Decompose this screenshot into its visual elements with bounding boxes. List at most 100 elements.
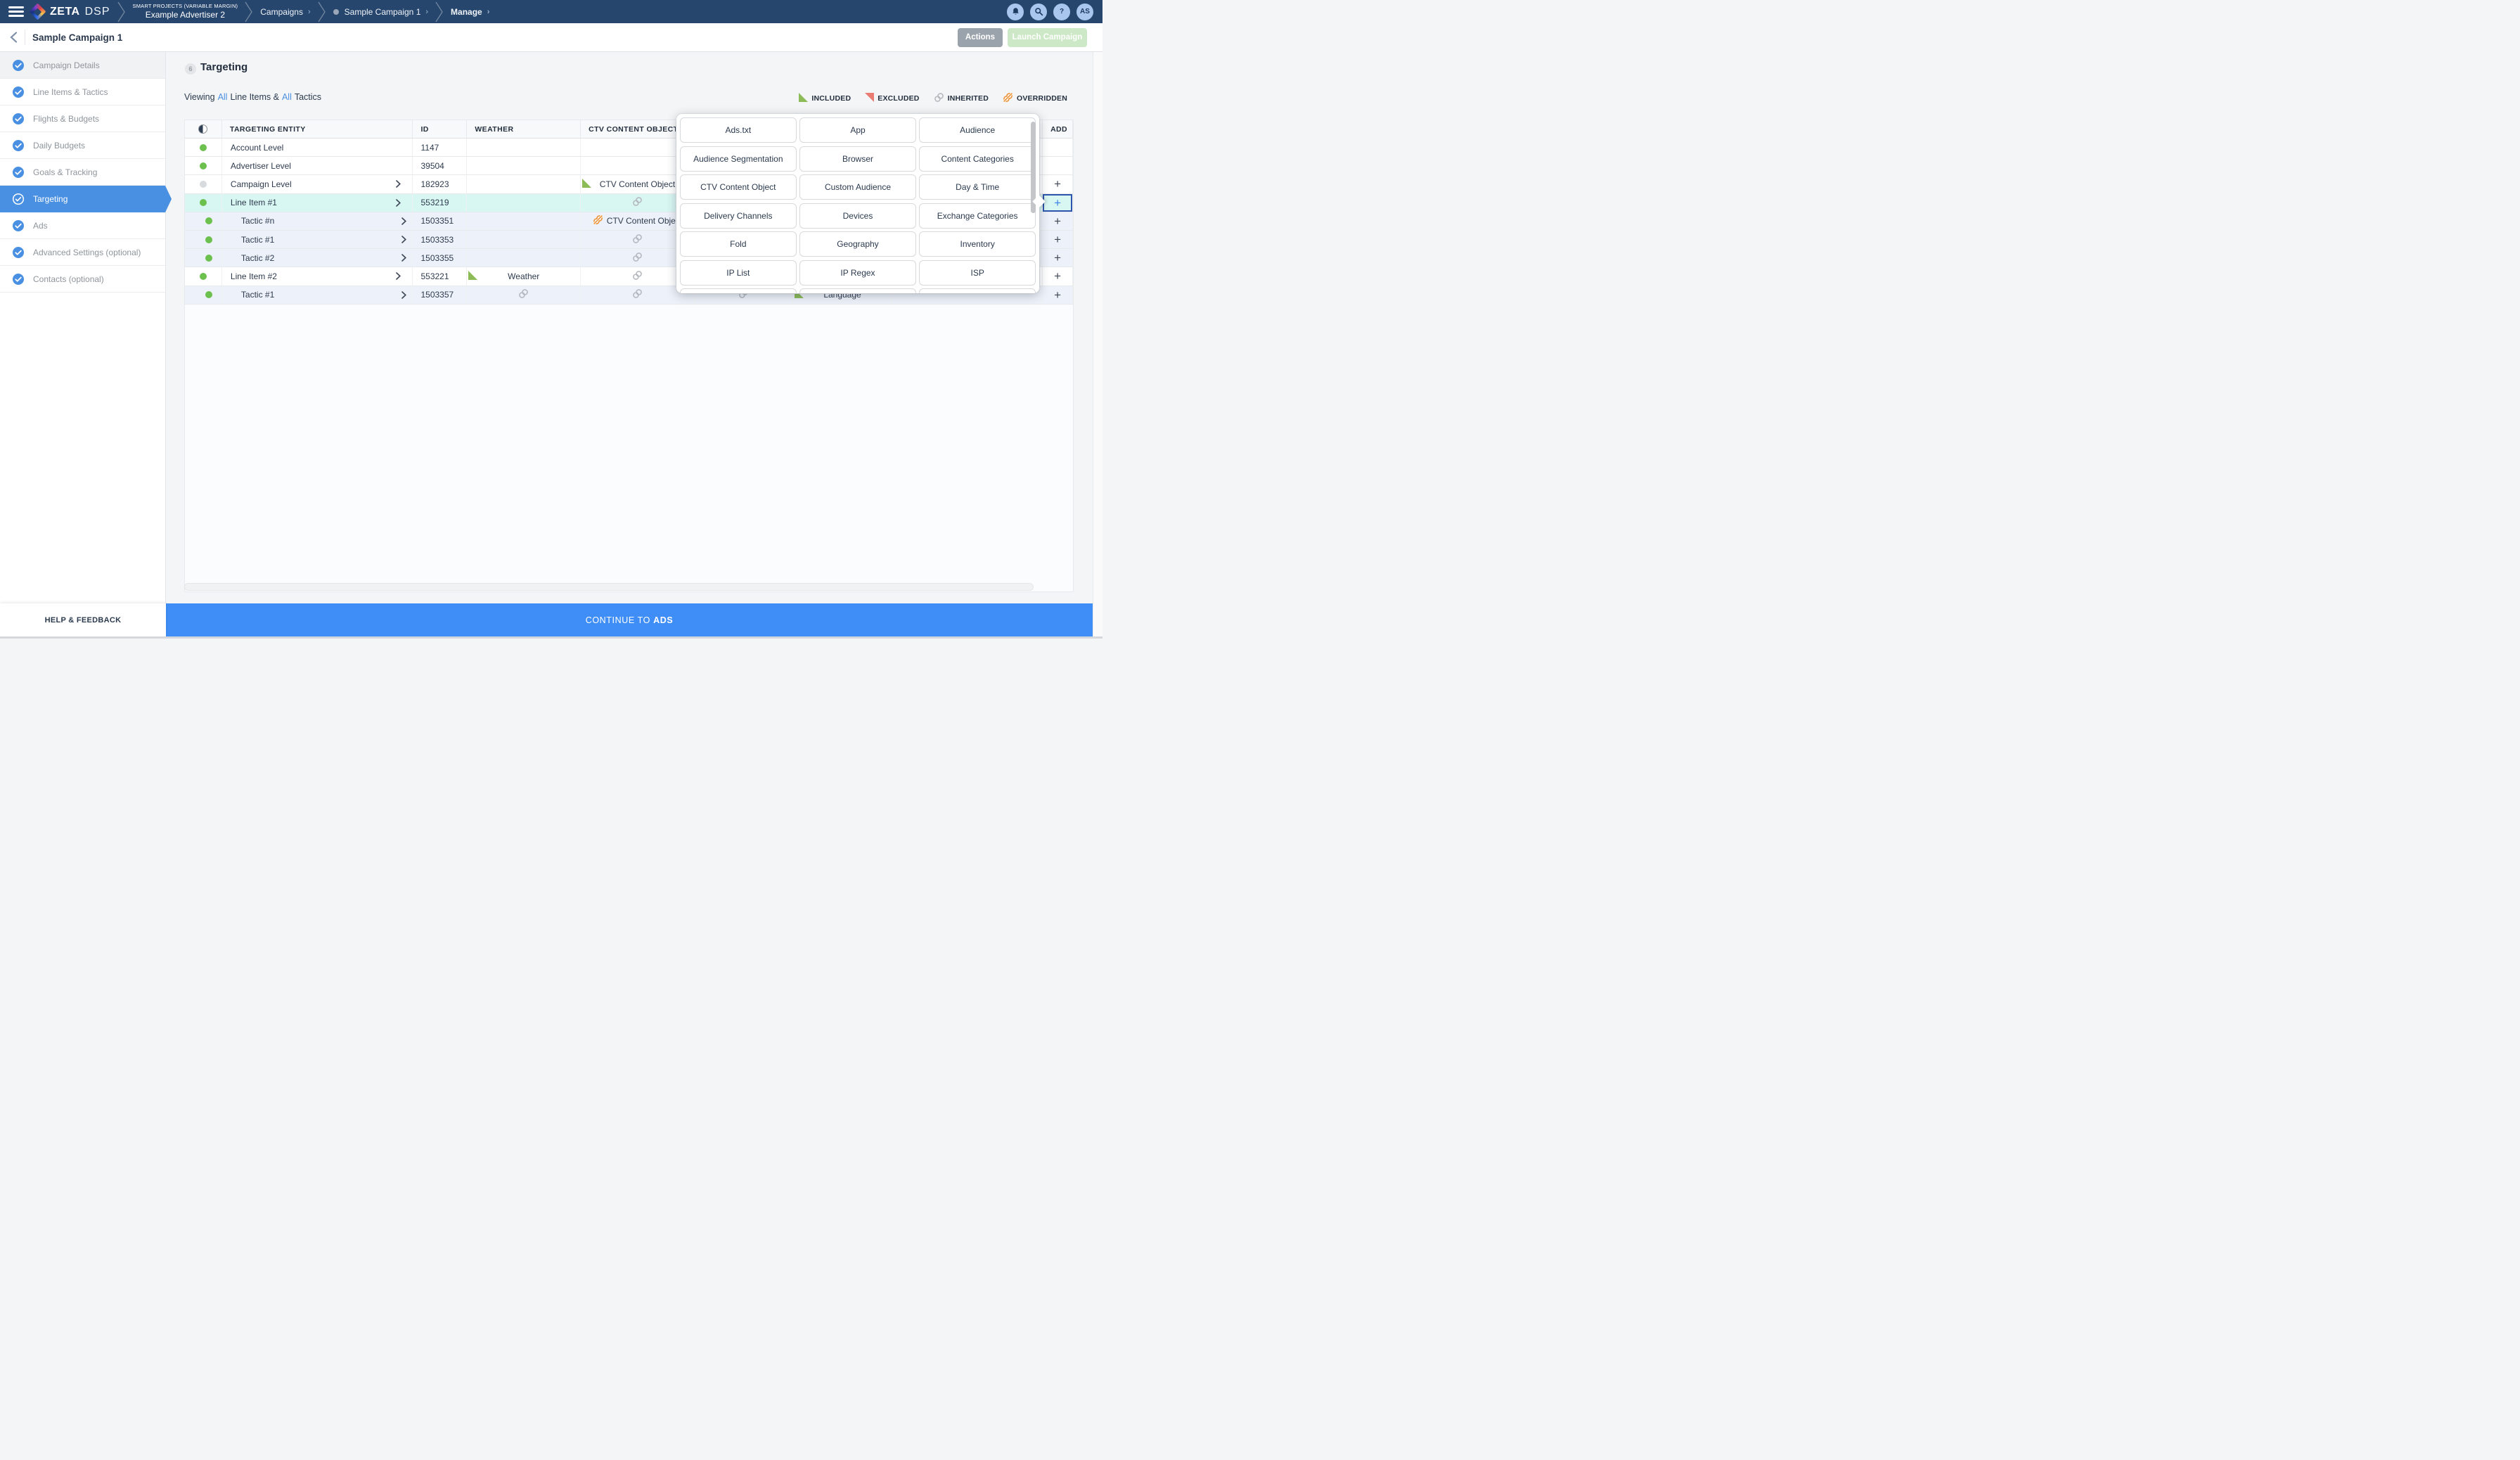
id-value: 553221 bbox=[420, 271, 449, 281]
add-targeting-button[interactable]: + bbox=[1043, 267, 1073, 286]
launch-campaign-button[interactable]: Launch Campaign bbox=[1008, 27, 1087, 47]
plus-icon[interactable]: + bbox=[1054, 251, 1061, 265]
check-circle-icon bbox=[12, 166, 25, 179]
check-circle-icon bbox=[12, 193, 25, 205]
expand-chevron-icon[interactable] bbox=[396, 198, 401, 207]
sidebar-item-label: Goals & Tracking bbox=[33, 167, 98, 177]
contrast-icon[interactable] bbox=[198, 124, 208, 134]
help-feedback-button[interactable]: HELP & FEEDBACK bbox=[0, 603, 166, 636]
popup-option-ctv-content-object[interactable]: CTV Content Object bbox=[680, 174, 797, 200]
expand-chevron-icon[interactable] bbox=[401, 254, 407, 262]
plus-icon[interactable]: + bbox=[1054, 177, 1061, 191]
entity-label: Tactic #1 bbox=[240, 234, 275, 245]
all-tactics-link[interactable]: All bbox=[281, 92, 292, 102]
add-targeting-button[interactable]: + bbox=[1043, 249, 1073, 267]
row-status-cell bbox=[185, 212, 222, 230]
empty-cell bbox=[892, 267, 1043, 286]
zeta-dsp-logo[interactable]: ZETA DSP bbox=[29, 3, 110, 20]
plus-icon[interactable]: + bbox=[1054, 233, 1061, 247]
included-triangle-icon bbox=[468, 270, 478, 283]
breadcrumb-manage[interactable]: Manage › bbox=[451, 6, 490, 17]
breadcrumb-campaigns[interactable]: Campaigns › bbox=[260, 6, 311, 17]
back-button[interactable] bbox=[10, 32, 18, 43]
entity-label: Line Item #1 bbox=[230, 198, 277, 208]
empty-cell bbox=[892, 157, 1043, 175]
popup-option-app[interactable]: App bbox=[799, 117, 916, 143]
avatar[interactable]: AS bbox=[1076, 3, 1093, 20]
popup-option-delivery-channels[interactable]: Delivery Channels bbox=[680, 203, 797, 229]
page-scrollbar-gutter[interactable] bbox=[1093, 23, 1102, 636]
popup-option-audience[interactable]: Audience bbox=[919, 117, 1036, 143]
popup-option-isp[interactable]: ISP bbox=[919, 260, 1036, 286]
plus-icon[interactable]: + bbox=[1054, 196, 1061, 210]
popup-option-custom-audience[interactable]: Custom Audience bbox=[799, 174, 916, 200]
search-icon[interactable] bbox=[1030, 3, 1047, 20]
popup-option-ip-list[interactable]: IP List bbox=[680, 260, 797, 286]
expand-chevron-icon[interactable] bbox=[396, 272, 401, 281]
excluded-icon bbox=[865, 93, 875, 104]
popup-option-cutoff[interactable] bbox=[919, 288, 1036, 293]
popup-option-content-categories[interactable]: Content Categories bbox=[919, 146, 1036, 172]
add-targeting-popup: Ads.txt App Audience Audience Segmentation B… bbox=[676, 114, 1039, 293]
sidebar-item-label: Line Items & Tactics bbox=[33, 87, 108, 97]
breadcrumb-separator-icon bbox=[435, 1, 443, 22]
entity-label: Line Item #2 bbox=[230, 271, 277, 281]
id-value: 1503353 bbox=[420, 234, 454, 245]
horizontal-scrollbar[interactable] bbox=[184, 583, 1034, 591]
add-targeting-button[interactable]: + bbox=[1043, 230, 1073, 249]
id-value: 1503357 bbox=[420, 290, 454, 300]
sidebar-item-advanced-settings-optional[interactable]: Advanced Settings (optional) bbox=[0, 239, 165, 266]
popup-option-inventory[interactable]: Inventory bbox=[919, 231, 1036, 257]
popup-option-ip-regex[interactable]: IP Regex bbox=[799, 260, 916, 286]
sidebar-item-flights-budgets[interactable]: Flights & Budgets bbox=[0, 105, 165, 132]
breadcrumb-advertiser[interactable]: SMART PROJECTS (VARIABLE MARGIN) Example… bbox=[133, 3, 238, 20]
status-dot bbox=[199, 143, 207, 151]
plus-icon[interactable]: + bbox=[1054, 214, 1061, 228]
expand-chevron-icon[interactable] bbox=[401, 290, 407, 299]
legend-excluded: EXCLUDED bbox=[865, 93, 919, 104]
row-status-cell bbox=[185, 249, 222, 267]
popup-option-browser[interactable]: Browser bbox=[799, 146, 916, 172]
table-row[interactable]: Tactic #1 1503357 Language + bbox=[185, 286, 1073, 305]
legend-included: INCLUDED bbox=[799, 93, 851, 104]
sidebar-item-contacts-optional[interactable]: Contacts (optional) bbox=[0, 266, 165, 293]
add-targeting-button[interactable]: + bbox=[1043, 175, 1073, 193]
add-targeting-button[interactable]: + bbox=[1043, 193, 1073, 212]
help-icon[interactable]: ? bbox=[1053, 3, 1070, 20]
add-targeting-button[interactable]: + bbox=[1043, 212, 1073, 230]
popup-option-cutoff[interactable] bbox=[680, 288, 797, 293]
add-targeting-button[interactable]: + bbox=[1043, 286, 1073, 304]
expand-chevron-icon[interactable] bbox=[396, 180, 401, 188]
expand-chevron-icon[interactable] bbox=[401, 217, 407, 225]
sidebar-item-daily-budgets[interactable]: Daily Budgets bbox=[0, 132, 165, 159]
popup-option-day-time[interactable]: Day & Time bbox=[919, 174, 1036, 200]
all-line-items-link[interactable]: All bbox=[217, 92, 228, 102]
column-header-weather: WEATHER bbox=[467, 120, 581, 138]
popup-option-cutoff[interactable] bbox=[799, 288, 916, 293]
weather-cell bbox=[467, 157, 581, 175]
popup-option-ads-txt[interactable]: Ads.txt bbox=[680, 117, 797, 143]
expand-chevron-icon[interactable] bbox=[401, 236, 407, 243]
entity-cell: Line Item #2 bbox=[222, 267, 413, 286]
popup-option-fold[interactable]: Fold bbox=[680, 231, 797, 257]
continue-to-ads-button[interactable]: CONTINUE TO ADS bbox=[166, 603, 1093, 636]
sidebar-item-ads[interactable]: Ads bbox=[0, 212, 165, 239]
notifications-bell-icon[interactable] bbox=[1007, 3, 1024, 20]
menu-icon[interactable] bbox=[8, 6, 24, 17]
plus-icon[interactable]: + bbox=[1054, 269, 1061, 283]
overridden-link-icon bbox=[593, 214, 603, 227]
sidebar-item-campaign-details[interactable]: Campaign Details bbox=[0, 52, 165, 79]
sidebar-item-label: Contacts (optional) bbox=[33, 274, 104, 284]
popup-option-audience-segmentation[interactable]: Audience Segmentation bbox=[680, 146, 797, 172]
sidebar-item-goals-tracking[interactable]: Goals & Tracking bbox=[0, 159, 165, 186]
sidebar-item-line-items-tactics[interactable]: Line Items & Tactics bbox=[0, 79, 165, 105]
actions-button[interactable]: Actions bbox=[958, 27, 1003, 47]
popup-option-exchange-categories[interactable]: Exchange Categories bbox=[919, 203, 1036, 229]
popup-scrollbar-thumb[interactable] bbox=[1031, 122, 1036, 213]
chevron-right-icon: › bbox=[307, 7, 311, 16]
sidebar-item-targeting[interactable]: Targeting bbox=[0, 186, 172, 212]
popup-option-geography[interactable]: Geography bbox=[799, 231, 916, 257]
plus-icon[interactable]: + bbox=[1054, 288, 1061, 302]
popup-option-devices[interactable]: Devices bbox=[799, 203, 916, 229]
breadcrumb-campaign[interactable]: Sample Campaign 1 › bbox=[333, 7, 428, 17]
